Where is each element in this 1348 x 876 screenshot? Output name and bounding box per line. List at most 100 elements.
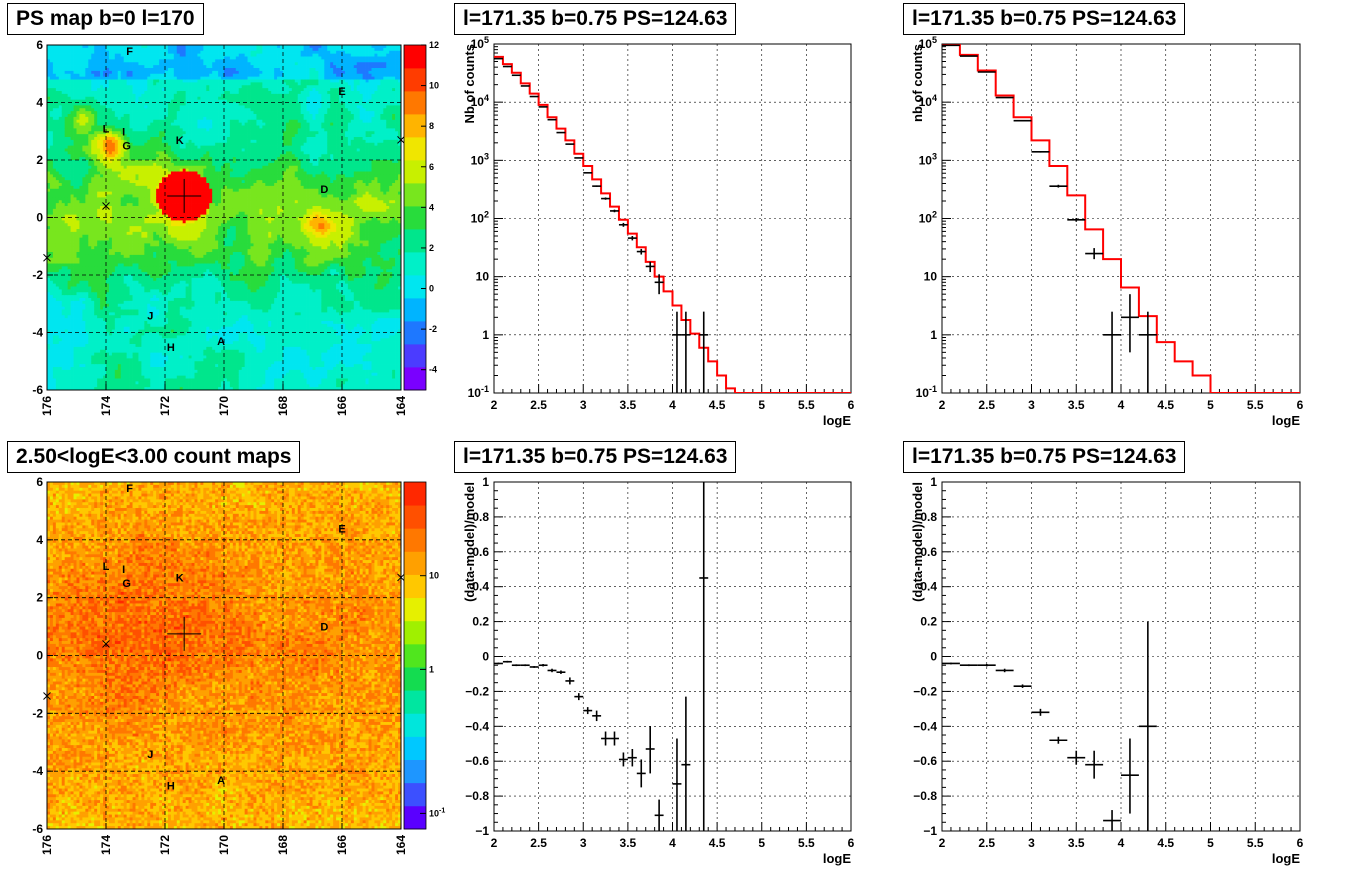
plot-xlabel: logE	[1272, 851, 1300, 866]
plot-xtick-label: 4.5	[709, 836, 726, 850]
colorbar-band	[404, 91, 426, 115]
heatmap-panel-0: 176 174 172 170 168 166 164 6 4 2 0 -2 -4 -6 F E L IG K D J H…	[32, 38, 439, 416]
plot-xtick-label: 2.5	[978, 398, 995, 412]
colorbar-band	[404, 620, 426, 645]
source-label-J: J	[147, 310, 153, 322]
plot-xtick-label: 2.5	[978, 836, 995, 850]
colorbar-band	[404, 45, 426, 69]
plot-ytick-label: 1	[930, 328, 937, 342]
x-marker	[102, 640, 110, 648]
colorbar-band	[404, 528, 426, 552]
plot-xtick-label: 3.5	[1068, 836, 1085, 850]
residual-bottom-right-title: l=171.35 b=0.75 PS=124.63	[903, 441, 1186, 473]
colorbar-frame	[403, 481, 427, 830]
plot-ytick-label: 0.6	[920, 545, 937, 559]
plot-xtick-label: 3.5	[620, 836, 637, 850]
plot-ytick-label: −0.6	[913, 754, 937, 768]
plot-xtick-label: 5	[1207, 836, 1214, 850]
plot-ytick-label: 0.4	[472, 580, 489, 594]
plot-ytick-label: 1	[930, 475, 937, 489]
heatmap-xtick-label: 168	[276, 396, 290, 416]
data-points	[494, 57, 709, 393]
plot-xtick-label: 5	[1207, 398, 1214, 412]
heatmap-ytick-label: -2	[32, 268, 43, 282]
heatmap-xtick-label: 166	[335, 396, 349, 416]
source-label-H: H	[167, 342, 175, 354]
plot-panel-4: 2 2.5 3 3.5 4 4.5 5 5.5 6 1 0.8 0.6 0.4 0.2 0 −0.2 −0.4 −…	[462, 475, 855, 866]
heatmap-ytick-label: -2	[32, 706, 43, 720]
colorbar-band	[404, 713, 426, 737]
colorbar-tick-label: 10	[429, 571, 439, 581]
plot-xtick-label: 4	[669, 398, 676, 412]
plot-ylabel: Nb of counts	[462, 44, 477, 123]
heatmap-xtick-label: 170	[217, 396, 231, 416]
colorbar-tick-label: 2	[429, 243, 434, 253]
plot-xtick-label: 5.5	[1247, 398, 1264, 412]
plot-xtick-label: 5.5	[798, 398, 815, 412]
plot-ytick-label: −0.4	[913, 719, 937, 733]
source-label-D: D	[320, 184, 328, 196]
heatmap-cells	[47, 45, 402, 391]
colorbar-band	[404, 643, 426, 668]
colorbar-tick-label: 12	[429, 40, 439, 50]
plot-data	[494, 482, 709, 831]
source-label-G: G	[122, 578, 131, 590]
plot-axes	[493, 43, 852, 394]
colorbar-band	[404, 667, 426, 691]
plot-xlabel: logE	[823, 413, 851, 428]
plot-ylabel: (data-model)/model	[462, 482, 477, 602]
x-marker	[43, 253, 51, 262]
source-label-I: I	[122, 564, 125, 576]
colorbar-band	[404, 344, 426, 368]
x-marker	[397, 136, 405, 144]
colorbar-tick-label: -4	[429, 365, 437, 375]
plot-ytick-label: 0.6	[472, 545, 489, 559]
x-marker	[397, 573, 405, 582]
plot-ytick-label: −0.2	[465, 684, 489, 698]
colorbar-band	[404, 759, 426, 784]
colorbar-band	[404, 206, 426, 230]
plot-xtick-label: 2.5	[530, 836, 547, 850]
colorbar-band	[404, 321, 426, 345]
spectrum-top-center-title: l=171.35 b=0.75 PS=124.63	[454, 3, 737, 35]
plot-xtick-label: 3	[580, 836, 587, 850]
heatmap-xtick-label: 168	[276, 835, 290, 855]
plot-ytick-label: 10	[924, 270, 938, 284]
plot-xtick-label: 6	[1297, 398, 1304, 412]
source-label-A: A	[217, 775, 225, 787]
colorbar-tick-label: 4	[429, 202, 434, 212]
heatmap-xtick-label: 170	[217, 835, 231, 855]
colorbar-band	[404, 183, 426, 207]
plot-panel-5: 2 2.5 3 3.5 4 4.5 5 5.5 6 1 0.8 0.6 0.4 0.2 0 −0.2 −0.4 −…	[910, 475, 1304, 866]
plot-xtick-label: 4	[1118, 398, 1125, 412]
x-marker	[102, 202, 110, 210]
colorbar-band	[404, 505, 426, 529]
plot-xtick-label: 2	[939, 836, 946, 850]
plot-ytick-label: 105	[919, 35, 937, 51]
colorbar-band	[404, 160, 426, 184]
plot-ytick-label: −0.2	[913, 684, 937, 698]
colorbar-tick-label: 10	[429, 81, 439, 91]
plot-ytick-label: −1	[923, 824, 937, 838]
colorbar-band	[404, 690, 426, 714]
plot-xtick-label: 4	[1118, 836, 1125, 850]
plot-ylabel: (data-model)/model	[910, 482, 925, 602]
colorbar: 12 10 8 6 4 2 0 -2 -4	[403, 40, 439, 391]
source-label-L: L	[103, 123, 110, 135]
plot-ytick-label: −0.4	[465, 719, 489, 733]
plot-xtick-label: 4.5	[1157, 836, 1174, 850]
plot-ytick-label: 0	[930, 650, 937, 664]
colorbar-tick-label: -2	[429, 324, 437, 334]
plot-data	[942, 621, 1157, 831]
heatmap-panel-3: 176 174 172 170 168 166 164 6 4 2 0 -2 -4 -6 F E L IG K D J H…	[32, 475, 445, 855]
heatmap-xtick-label: 174	[99, 835, 113, 855]
heatmap-xtick-label: 172	[158, 396, 172, 416]
plot-ytick-label: −0.8	[465, 789, 489, 803]
heatmap-ytick-label: -6	[32, 383, 43, 397]
model-histogram-line	[942, 44, 1300, 393]
plot-ytick-label: −0.6	[465, 754, 489, 768]
colorbar-band	[404, 551, 426, 575]
colorbar-tick-label: 10-1	[429, 807, 445, 818]
colorbar-band	[404, 229, 426, 253]
